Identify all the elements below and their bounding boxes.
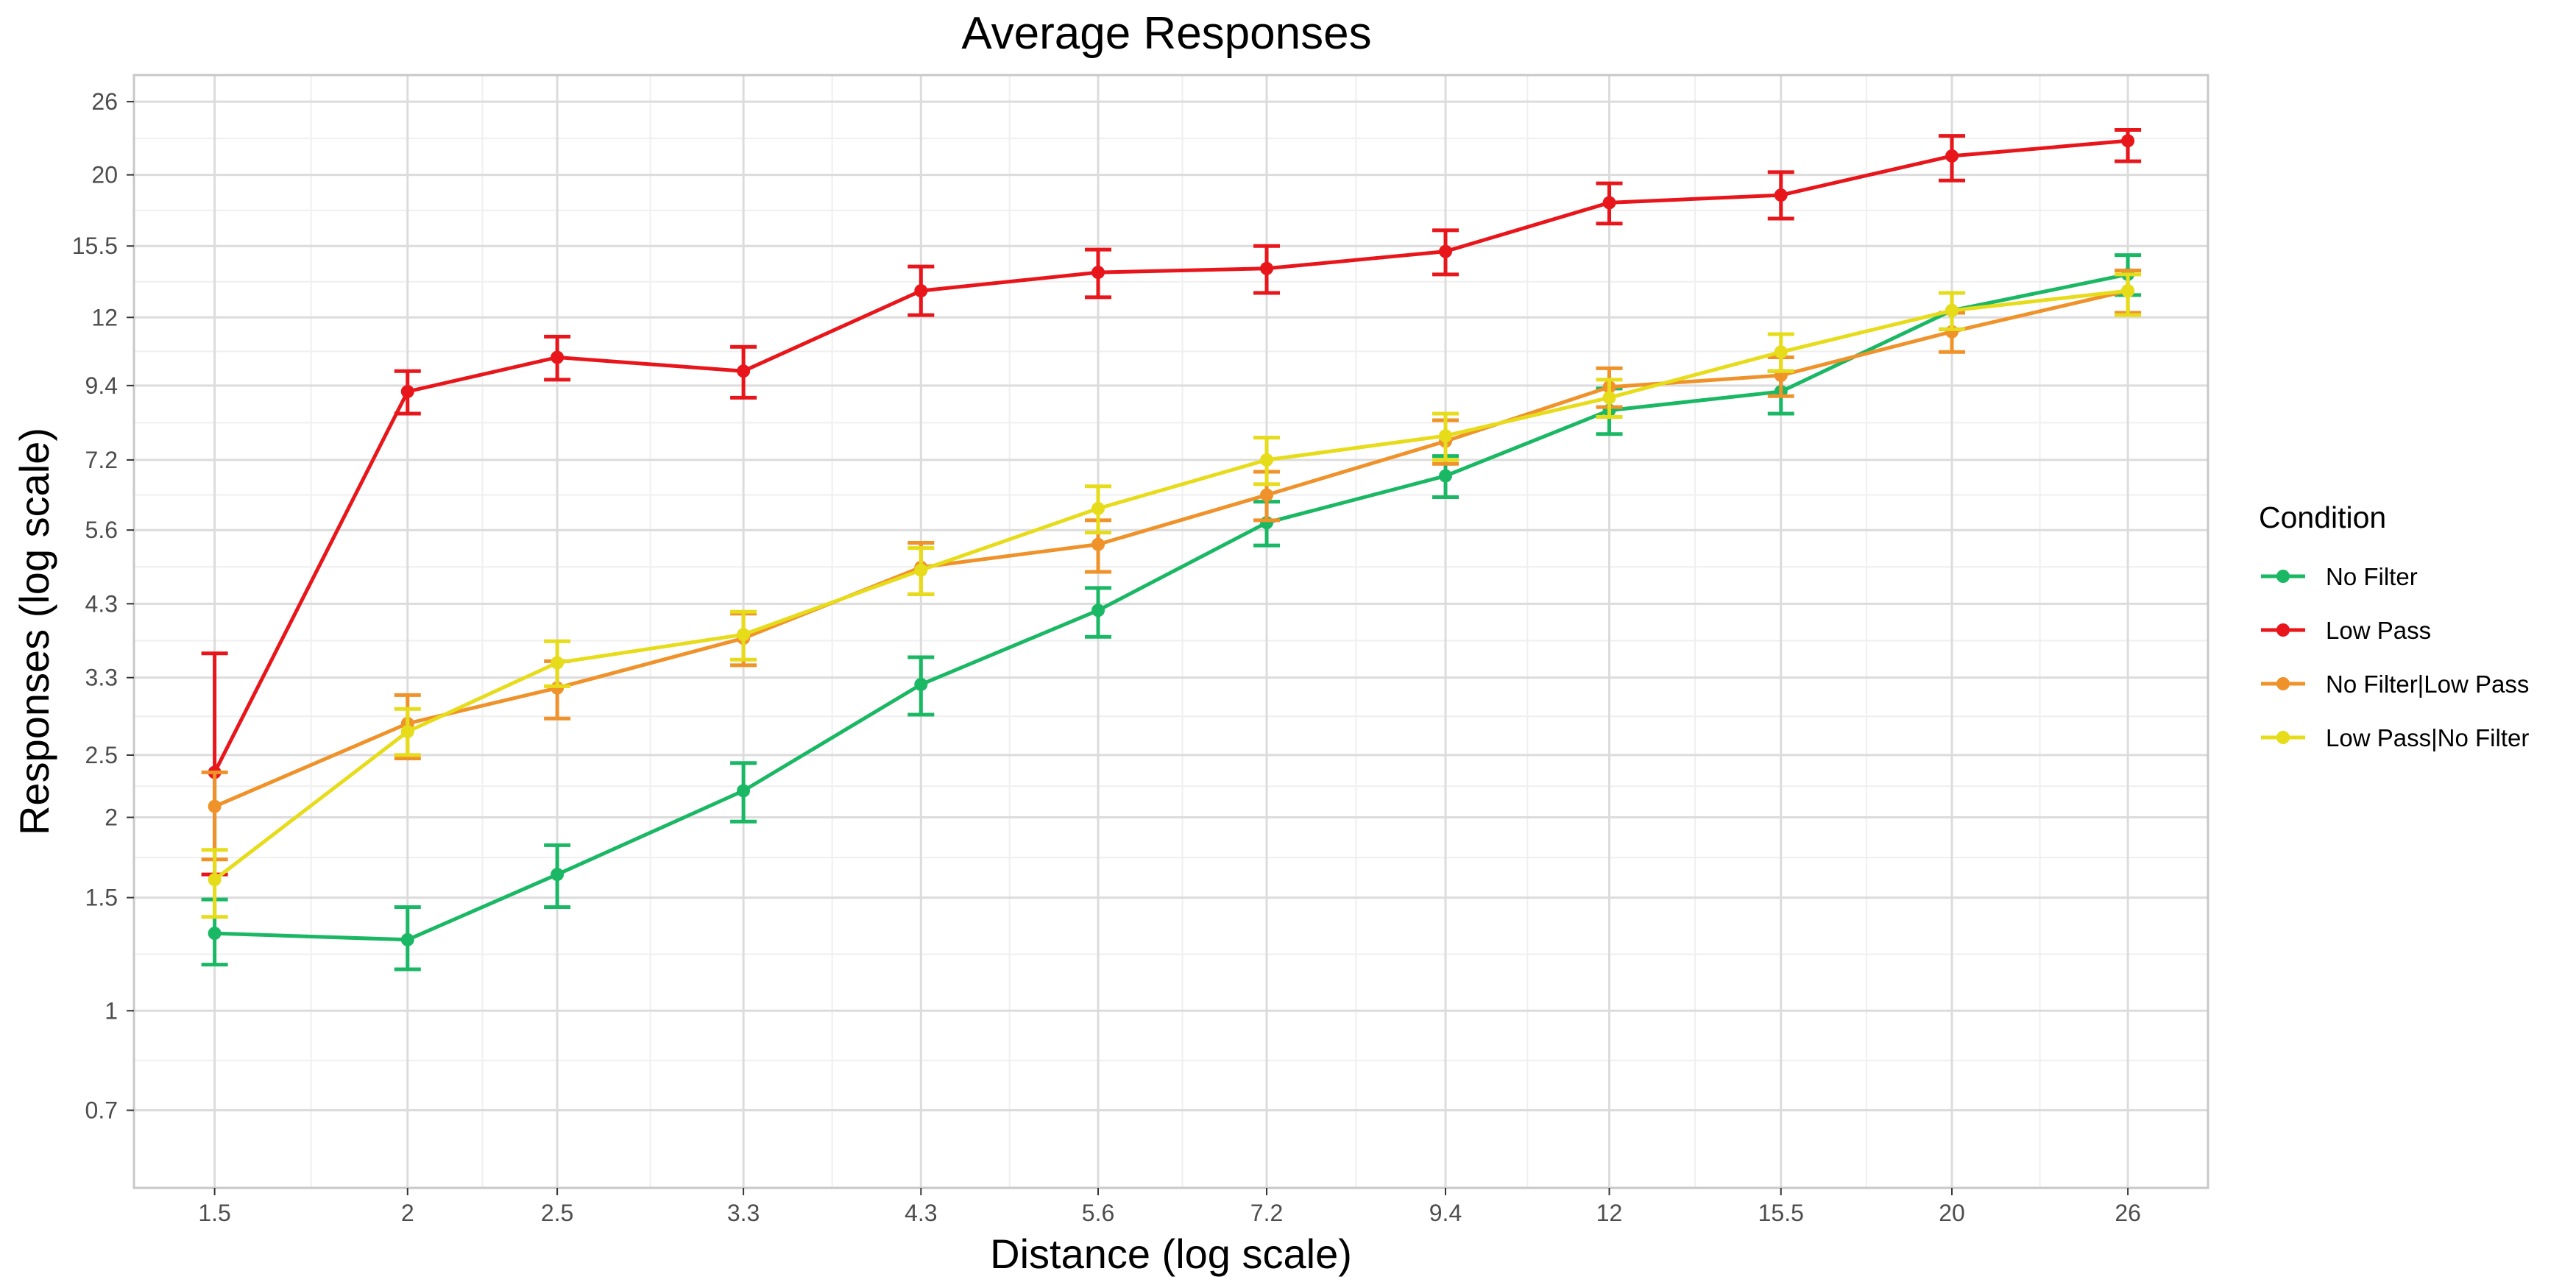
data-point	[1260, 488, 1274, 502]
series-line	[213, 289, 2129, 808]
x-tick-label: 26	[2115, 1200, 2141, 1226]
x-tick-label: 12	[1596, 1200, 1623, 1226]
x-tick-label: 3.3	[727, 1200, 760, 1226]
data-point	[1260, 261, 1274, 275]
series	[201, 272, 2142, 919]
data-point	[1774, 345, 1788, 359]
y-tick-label: 4.3	[85, 590, 118, 617]
y-tick-label: 26	[91, 88, 118, 115]
y-tick-label: 0.7	[85, 1097, 118, 1124]
data-point	[1945, 303, 1959, 317]
legend-key-point	[2276, 677, 2290, 690]
legend-key-point	[2276, 623, 2290, 637]
y-tick-label: 2.5	[85, 742, 118, 768]
x-tick-label: 2	[401, 1200, 414, 1226]
data-point	[737, 364, 751, 378]
legend-title: Condition	[2259, 500, 2386, 534]
legend-label: No Filter|Low Pass	[2326, 670, 2529, 698]
y-axis: 0.7 1 1.5 2 2.5 3.3 4.3 5.6 7.2 9.4 12 15.5 20 26	[72, 88, 134, 1124]
legend-label: No Filter	[2326, 563, 2418, 590]
x-tick-label: 20	[1939, 1200, 1965, 1226]
x-tick-label: 15.5	[1758, 1200, 1804, 1226]
legend-key-point	[2276, 570, 2290, 583]
data-point	[914, 284, 928, 298]
data-point	[208, 799, 222, 813]
x-axis-label: Distance (log scale)	[990, 1231, 1352, 1277]
x-tick-label: 9.4	[1429, 1200, 1462, 1226]
data-point	[400, 724, 414, 738]
data-point	[1602, 196, 1616, 210]
y-tick-label: 1	[105, 997, 118, 1024]
legend-label: Low Pass	[2326, 617, 2431, 644]
data-point	[551, 868, 565, 882]
data-point	[737, 628, 751, 642]
data-point	[1945, 149, 1959, 163]
y-tick-label: 7.2	[85, 447, 118, 473]
series	[201, 253, 2142, 972]
data-point	[1091, 537, 1105, 551]
data-point	[400, 384, 414, 398]
data-point	[2121, 134, 2135, 148]
data-point	[1602, 391, 1616, 405]
y-tick-label: 1.5	[85, 885, 118, 911]
x-tick-label: 7.2	[1250, 1200, 1283, 1226]
x-tick-label: 1.5	[198, 1200, 230, 1226]
x-axis: 1.5 2 2.5 3.3 4.3 5.6 7.2 9.4 12 15.5 20 26	[198, 1188, 2141, 1226]
plot-border	[132, 74, 2209, 1189]
series-line	[213, 289, 2129, 882]
y-tick-label: 20	[91, 162, 118, 188]
data-point	[1774, 188, 1788, 202]
data-point	[1091, 266, 1105, 280]
series-line	[214, 272, 2129, 942]
y-tick-label: 9.4	[85, 372, 118, 399]
data-point	[1091, 604, 1105, 618]
data-point	[914, 563, 928, 577]
data-point	[400, 933, 414, 946]
chart-title: Average Responses	[961, 8, 1371, 59]
data-point	[551, 350, 565, 364]
data-point	[2121, 284, 2135, 298]
data-point	[1260, 453, 1274, 467]
data-point	[1091, 501, 1105, 515]
y-tick-label: 12	[91, 304, 118, 330]
y-tick-label: 3.3	[85, 665, 118, 691]
data-point	[737, 784, 751, 798]
data-point	[208, 873, 222, 887]
data-point	[914, 677, 928, 691]
y-tick-label: 15.5	[72, 233, 118, 259]
x-tick-label: 2.5	[541, 1200, 573, 1226]
grid	[134, 75, 2208, 1188]
legend: Condition No Filter Low Pass No Filter|Low…	[2259, 500, 2529, 751]
data-point	[1439, 429, 1453, 443]
data-point	[208, 927, 222, 941]
data-point	[551, 656, 565, 670]
x-tick-label: 4.3	[905, 1200, 937, 1226]
data-point	[1439, 469, 1453, 483]
y-tick-label: 5.6	[85, 517, 118, 543]
series-line	[213, 138, 2129, 774]
plot-panel	[134, 75, 2208, 1188]
legend-label: Low Pass|No Filter	[2326, 724, 2529, 751]
y-tick-label: 2	[105, 804, 118, 831]
series-group	[201, 127, 2142, 972]
data-point	[1439, 244, 1453, 258]
y-axis-label: Responses (log scale)	[11, 428, 57, 835]
plot-area	[132, 74, 2209, 1189]
x-tick-label: 5.6	[1082, 1200, 1114, 1226]
legend-key-point	[2276, 731, 2290, 744]
